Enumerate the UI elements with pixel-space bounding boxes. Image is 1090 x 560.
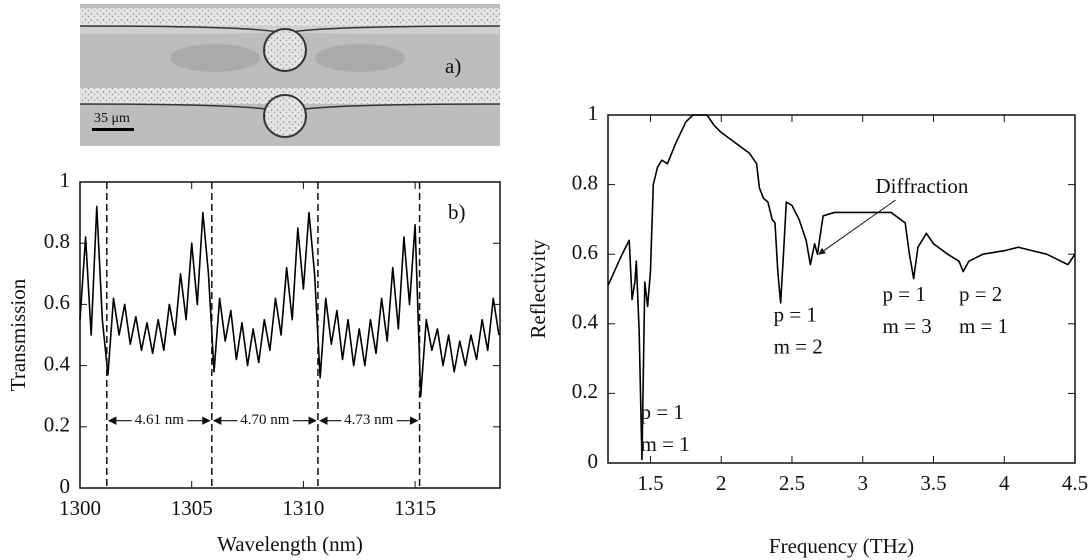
y-tick-label: 0.6 [44, 290, 70, 314]
annotation: p = 2 [959, 282, 1002, 306]
data-line [79, 205, 500, 397]
annotation: p = 1 [774, 303, 817, 327]
y-tick-label: 0.2 [44, 413, 70, 437]
annotation: m = 3 [883, 314, 932, 338]
y-tick-label: 0.8 [44, 229, 70, 253]
panel-label: a) [445, 54, 461, 78]
annotation: p = 1 [641, 400, 684, 424]
label-background [131, 412, 188, 429]
plot-frame [79, 181, 501, 489]
spacing-label: 4.61 nm [135, 412, 185, 428]
data-line [607, 114, 1076, 461]
x-axis-label: Wavelength (nm) [217, 532, 363, 556]
y-tick-label: 0 [60, 474, 71, 498]
annotation: m = 2 [774, 335, 823, 359]
y-tick-label: 0.4 [44, 351, 71, 375]
annotation-arrow [818, 199, 896, 255]
annotation: p = 1 [883, 282, 926, 306]
label-background [237, 412, 293, 429]
plot-frame [607, 114, 1076, 464]
annotation: m = 1 [641, 432, 690, 456]
x-tick-label: 1300 [59, 496, 101, 520]
x-axis-label: Frequency (THz) [769, 534, 914, 558]
annotation: Diffraction [875, 174, 968, 198]
y-tick-label: 0.8 [572, 170, 598, 194]
label-background [341, 412, 397, 429]
x-tick-label: 1.5 [637, 471, 663, 495]
y-tick-label: 0.6 [572, 240, 598, 264]
annotation: m = 1 [959, 314, 1008, 338]
x-tick-label: 3 [857, 471, 868, 495]
y-tick-label: 1 [588, 101, 599, 125]
x-tick-label: 4 [999, 471, 1010, 495]
x-tick-label: 1305 [171, 496, 213, 520]
x-tick-label: 2 [716, 471, 727, 495]
y-tick-label: 0 [588, 449, 599, 473]
x-tick-label: 1310 [282, 496, 324, 520]
y-axis-label: Reflectivity [526, 239, 550, 339]
spacing-label: 4.73 nm [344, 412, 394, 428]
x-tick-label: 4.5 [1062, 471, 1088, 495]
x-tick-label: 2.5 [779, 471, 805, 495]
microscope-image: 35 μm a) [79, 4, 501, 146]
y-tick-label: 1 [60, 168, 71, 192]
scale-bar-label: 35 μm [94, 111, 130, 126]
y-tick-label: 0.2 [572, 379, 598, 403]
y-axis-label: Transmission [6, 278, 30, 391]
panel-label: b) [448, 200, 466, 224]
x-tick-label: 1315 [394, 496, 436, 520]
spacing-label: 4.70 nm [240, 412, 290, 428]
y-tick-label: 0.4 [572, 310, 599, 334]
x-tick-label: 3.5 [920, 471, 946, 495]
